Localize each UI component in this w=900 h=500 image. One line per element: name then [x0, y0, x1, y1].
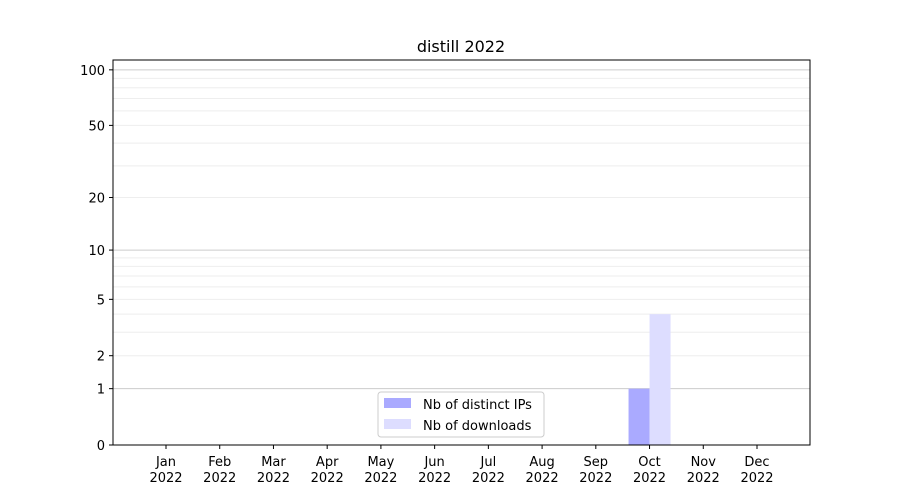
- bars: [628, 314, 671, 445]
- y-tick-label: 20: [88, 192, 105, 207]
- x-tick-label: Nov 2022: [687, 455, 720, 486]
- x-tick-label: May 2022: [364, 455, 397, 486]
- x-tick-label: Oct 2022: [633, 455, 666, 486]
- legend-swatch-downloads: [384, 419, 411, 429]
- y-tick-label: 5: [97, 293, 105, 308]
- bar-distinct-ips: [628, 388, 650, 445]
- y-axis: 0 1 2 5 10 20 50 100: [80, 64, 113, 454]
- chart-title: distill 2022: [417, 37, 505, 56]
- legend: Nb of distinct IPs Nb of downloads: [377, 391, 545, 438]
- y-tick-label: 10: [88, 244, 105, 259]
- plot-frame: [112, 59, 811, 446]
- legend-label-downloads: Nb of downloads: [423, 419, 532, 434]
- x-tick-label: Sep 2022: [579, 455, 612, 486]
- x-tick-label: Feb 2022: [203, 455, 236, 486]
- y-tick-label: 0: [97, 439, 105, 454]
- x-tick-label: Mar 2022: [257, 455, 290, 486]
- y-tick-label: 1: [97, 383, 105, 398]
- y-tick-label: 100: [80, 64, 105, 79]
- legend-label-ips: Nb of distinct IPs: [423, 398, 532, 413]
- x-tick-label: Apr 2022: [311, 455, 344, 486]
- grid: [113, 69, 810, 390]
- x-tick-label: Jul 2022: [472, 455, 505, 486]
- x-tick-label: Jun 2022: [418, 455, 451, 486]
- legend-swatch-ips: [384, 398, 411, 408]
- x-tick-label: Aug 2022: [526, 455, 559, 486]
- y-tick-label: 2: [97, 350, 105, 365]
- x-tick-label: Jan 2022: [149, 455, 182, 486]
- bar-downloads: [649, 314, 671, 445]
- y-tick-label: 50: [88, 119, 105, 134]
- x-axis: Jan 2022 Feb 2022 Mar 2022 Apr 2022 May 2022 Jun 20…: [149, 445, 774, 486]
- x-tick-label: Dec 2022: [740, 455, 773, 486]
